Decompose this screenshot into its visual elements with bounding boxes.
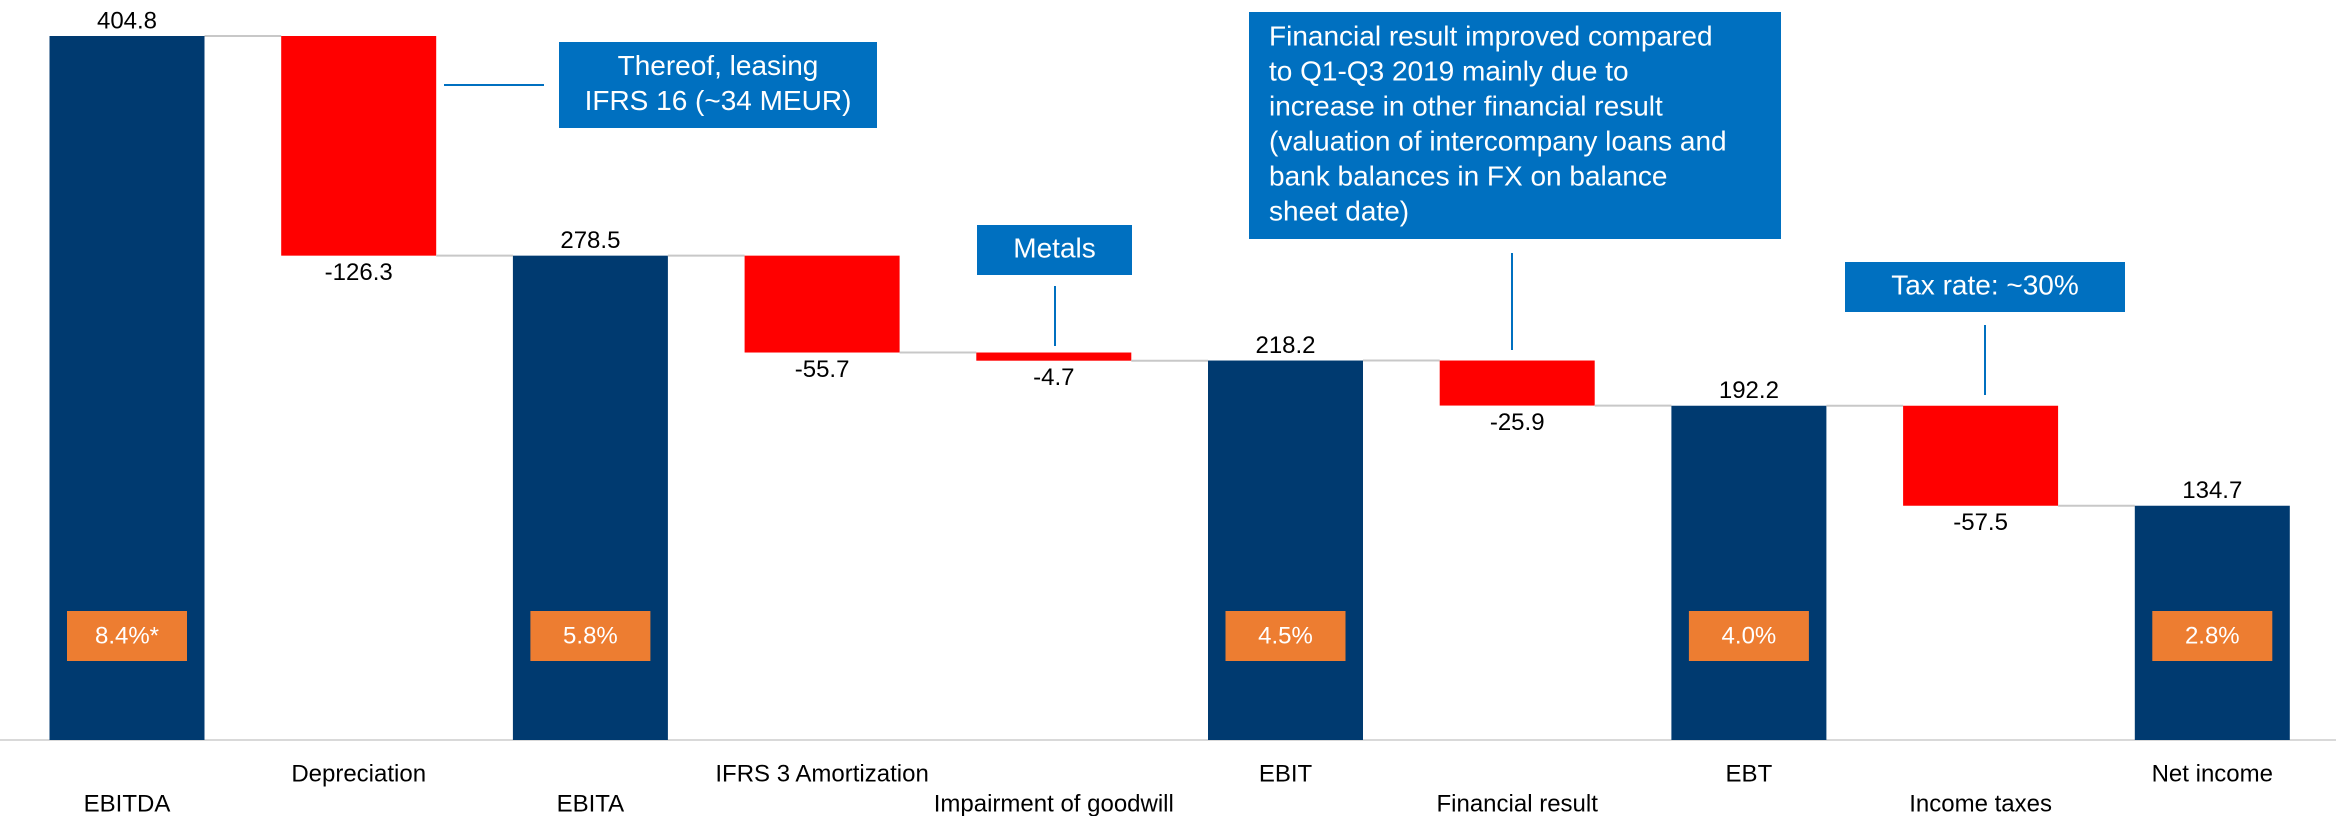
value-label: 134.7 [2182,477,2242,504]
value-label: 192.2 [1719,377,1779,404]
category-label: Depreciation [291,760,426,787]
margin-label: 8.4%* [95,622,159,649]
decrease-bar [1903,405,2059,506]
annotation: sheet date) [1269,195,1409,226]
annotation: (valuation of intercompany loans and [1269,125,1727,156]
margin-label: 4.0% [1722,622,1777,649]
value-label: 278.5 [560,227,620,254]
total-bar [512,255,668,741]
callout-box [1249,12,1781,239]
category-label: EBIT [1259,760,1313,787]
callout-box [977,225,1132,275]
annotation: Financial result improved compared [1269,20,1713,51]
category-label: Financial result [1436,790,1598,816]
value-label: -126.3 [325,259,393,286]
annotation: IFRS 16 (~34 MEUR) [585,85,852,116]
value-label: -4.7 [1033,364,1074,391]
category-label: EBITA [557,790,625,816]
margin-box [2152,611,2273,661]
category-label: EBITDA [84,790,171,816]
decrease-bar [1439,360,1595,406]
decrease-bar [744,255,900,353]
value-label: 404.8 [97,7,157,34]
value-label: 218.2 [1255,332,1315,359]
decrease-bar [976,352,1132,361]
margin-label: 4.5% [1258,622,1313,649]
category-label: Net income [2152,760,2273,787]
total-bar [1208,360,1363,740]
annotation: to Q1-Q3 2019 mainly due to [1269,55,1629,86]
category-label: IFRS 3 Amortization [715,760,928,787]
annotation: Tax rate: ~30% [1891,269,2079,300]
margin-box [67,611,187,661]
value-label: -55.7 [795,356,850,383]
value-label: -25.9 [1490,409,1545,436]
category-label: Impairment of goodwill [934,790,1174,816]
category-label: Income taxes [1909,790,2052,816]
decrease-bar [281,36,437,256]
margin-box [1688,611,1809,661]
callout-box [1845,262,2125,312]
total-bar [1671,405,1827,740]
annotation: Metals [1013,232,1095,263]
margin-label: 5.8% [563,622,618,649]
category-label: EBT [1726,760,1773,787]
margin-box [1225,611,1346,661]
value-label: -57.5 [1953,509,2008,536]
annotation: increase in other financial result [1269,90,1663,121]
margin-box [530,611,651,661]
margin-label: 2.8% [2185,622,2240,649]
callout-box [559,42,877,128]
annotation: Thereof, leasing [618,50,819,81]
annotation: bank balances in FX on balance [1269,160,1668,191]
